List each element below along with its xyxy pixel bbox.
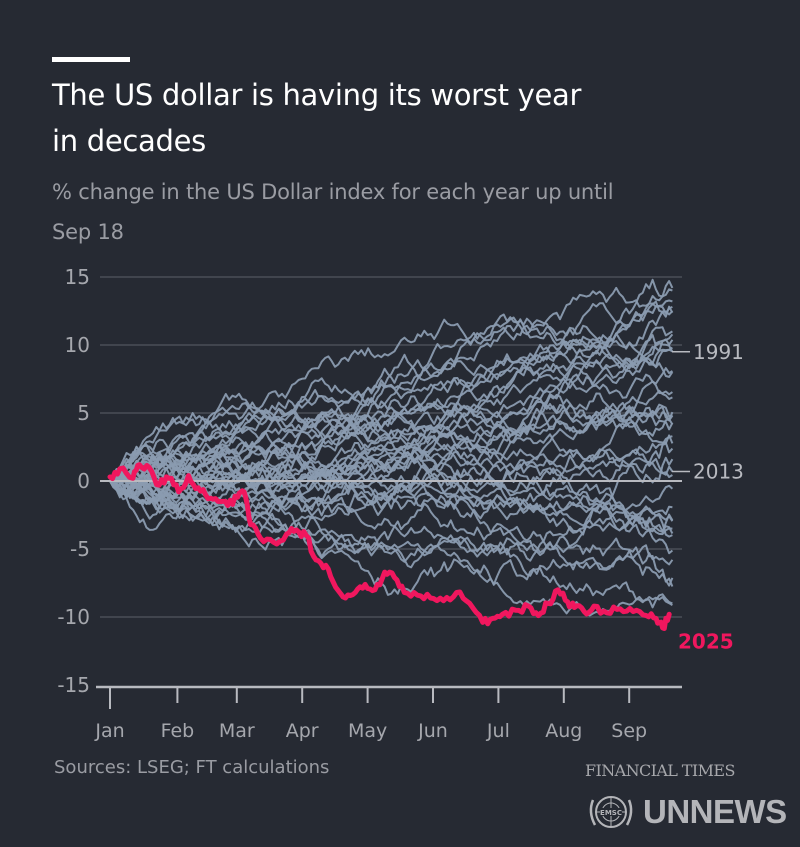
historical-line bbox=[109, 404, 674, 485]
x-tick-label: Jan bbox=[94, 720, 124, 742]
publisher-logo: FINANCIAL TIMES bbox=[585, 761, 735, 780]
y-tick-label: 10 bbox=[65, 333, 90, 357]
chart-subtitle: % change in the US Dollar index for each… bbox=[52, 172, 752, 252]
x-tick-label: Aug bbox=[545, 720, 582, 742]
y-tick-label: 15 bbox=[65, 265, 90, 289]
annotation-label-2025: 2025 bbox=[678, 629, 734, 653]
historical-line bbox=[109, 461, 674, 538]
x-tick-label: Feb bbox=[161, 720, 195, 742]
x-tick-label: Jul bbox=[486, 720, 510, 742]
subtitle-line-1: % change in the US Dollar index for each… bbox=[52, 180, 614, 204]
title-accent-bar bbox=[52, 57, 130, 62]
historical-line bbox=[109, 286, 673, 482]
historical-line bbox=[109, 480, 674, 587]
source-note: Sources: LSEG; FT calculations bbox=[54, 757, 330, 778]
annotation-label-1991: 1991 bbox=[693, 340, 744, 364]
historical-line bbox=[109, 476, 674, 596]
x-tick-label: May bbox=[348, 720, 387, 742]
subtitle-line-2: Sep 18 bbox=[52, 220, 124, 244]
chart-title: The US dollar is having its worst year i… bbox=[52, 72, 752, 164]
series-annotations: 1991 2013 2025 bbox=[672, 340, 744, 653]
historical-line bbox=[109, 332, 674, 484]
emblem-text: EMSC bbox=[600, 809, 622, 817]
y-tick-label: -15 bbox=[57, 673, 90, 697]
title-line-2: in decades bbox=[52, 124, 206, 158]
annotation-label-2013: 2013 bbox=[693, 459, 744, 483]
y-tick-label: 5 bbox=[77, 401, 90, 425]
un-emblem-icon: EMSC bbox=[589, 796, 633, 828]
y-tick-label: 0 bbox=[77, 469, 90, 493]
title-line-1: The US dollar is having its worst year bbox=[52, 78, 582, 112]
watermark: EMSC UNNEWS bbox=[585, 790, 787, 834]
y-axis-labels: 15 10 5 0 -5 -10 -15 bbox=[57, 265, 90, 697]
y-tick-label: -5 bbox=[70, 537, 90, 561]
historical-line bbox=[109, 474, 674, 517]
gridlines bbox=[100, 276, 682, 618]
x-tick-label: Mar bbox=[219, 720, 255, 742]
line-chart: 15 10 5 0 -5 -10 -15 Jan Feb Mar Apr May Jun Jul Aug S… bbox=[57, 265, 744, 742]
watermark-text: UNNEWS bbox=[643, 793, 787, 830]
x-tick-label: Sep bbox=[611, 720, 647, 742]
x-axis: Jan Feb Mar Apr May Jun Jul Aug Sep bbox=[94, 685, 682, 742]
historical-line bbox=[109, 299, 673, 483]
historical-line bbox=[109, 451, 674, 534]
x-tick-label: Apr bbox=[286, 720, 319, 742]
historical-line bbox=[109, 300, 674, 490]
historical-line bbox=[109, 348, 673, 482]
line-2025 bbox=[107, 462, 672, 631]
highlight-series-2025 bbox=[107, 462, 672, 631]
x-tick-label: Jun bbox=[417, 720, 448, 742]
historical-line bbox=[109, 473, 673, 558]
y-tick-label: -10 bbox=[57, 605, 90, 629]
historical-series bbox=[109, 278, 674, 617]
